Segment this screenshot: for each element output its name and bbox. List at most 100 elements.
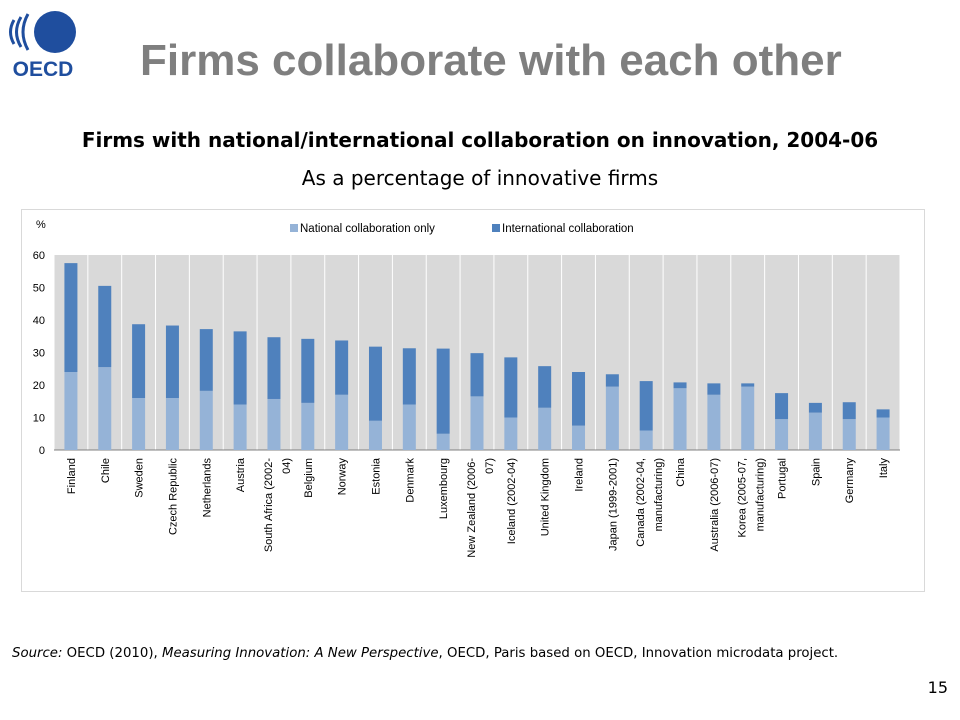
x-tick-label-line: New Zealand (2006-	[466, 458, 478, 558]
bar-national	[639, 430, 653, 450]
x-tick-label: Estonia	[370, 457, 382, 495]
x-tick-label: Italy	[878, 458, 890, 479]
x-tick-label: Ireland	[574, 458, 586, 492]
x-tick-label-line: Netherlands	[201, 458, 213, 518]
x-tick-label: Netherlands	[201, 458, 213, 518]
x-tick-label-line: manufacturing)	[653, 458, 665, 531]
x-tick-label-line: 04)	[281, 458, 293, 474]
source-note: Source: OECD (2010), Measuring Innovatio…	[12, 646, 838, 661]
x-tick-label-line: Canada (2002-04,	[635, 458, 647, 547]
bar-international	[605, 374, 619, 387]
bar-international	[233, 331, 247, 405]
legend-label-national: National collaboration only	[300, 223, 435, 235]
x-tick-label: Belgium	[303, 458, 315, 498]
source-prefix: Source:	[12, 646, 63, 661]
y-tick-label: 50	[33, 283, 45, 295]
bar-national	[436, 433, 450, 450]
bar-international	[572, 372, 586, 426]
bar-international	[842, 402, 856, 420]
source-publication: Measuring Innovation: A New Perspective	[161, 646, 439, 661]
stacked-bar-chart: 0 10 20 30 40 50 60% National collaboration onl…	[33, 219, 901, 558]
bar-international	[199, 329, 213, 391]
bar-national	[470, 396, 484, 450]
x-tick-label: Australia (2006-07)	[709, 458, 721, 552]
x-tick-label: South Africa (2002- 04)	[263, 458, 293, 553]
x-tick-label: Spain	[810, 458, 822, 486]
x-tick-label: Finland	[66, 458, 78, 494]
slide-title: Firms collaborate with each other	[140, 36, 842, 85]
x-tick-label-line: Belgium	[303, 458, 315, 498]
x-tick-label-line: Japan (1999-2001)	[607, 458, 619, 551]
x-tick-label-line: Finland	[66, 458, 78, 494]
bar-national	[538, 407, 552, 450]
bar-national	[199, 390, 213, 450]
x-tick-label-line: manufacturing)	[755, 458, 767, 531]
bar-international	[504, 357, 518, 418]
x-tick-label-line: Denmark	[404, 458, 416, 503]
logo-arc-1	[21, 13, 30, 51]
bar-national	[267, 398, 281, 450]
chart-title: Firms with national/international collab…	[81, 128, 879, 152]
x-tick-label-line: Iceland (2002-04)	[506, 458, 518, 544]
bar-international	[402, 348, 416, 405]
x-tick-label-line: Spain	[810, 458, 822, 486]
bar-international	[368, 346, 382, 421]
logo-circle	[34, 11, 76, 53]
x-tick-label: Japan (1999-2001)	[607, 458, 619, 551]
x-tick-label: Canada (2002-04, manufacturing)	[635, 458, 665, 547]
bar-international	[538, 366, 552, 408]
x-tick-label: New Zealand (2006- 07)	[466, 458, 496, 558]
bar-national	[64, 372, 78, 450]
x-tick-label: Korea (2005-07, manufacturing)	[737, 458, 767, 538]
bar-international	[132, 324, 146, 398]
chart-frame: 0 10 20 30 40 50 60% National collaboration onl…	[21, 209, 925, 592]
bar-international	[267, 337, 281, 399]
bar-national	[842, 419, 856, 450]
y-tick-label: 20	[33, 380, 45, 392]
x-tick-label: China	[675, 457, 687, 487]
bar-international	[301, 338, 315, 403]
x-tick-label: Chile	[100, 458, 112, 483]
x-tick-label-line: Korea (2005-07,	[737, 458, 749, 538]
bar-international	[436, 348, 450, 434]
y-tick-label: 40	[33, 315, 45, 327]
bar-international	[98, 285, 112, 368]
x-tick-label: Czech Republic	[167, 458, 179, 536]
x-tick-label: Iceland (2002-04)	[506, 458, 518, 544]
bar-national	[605, 386, 619, 450]
chart-subtitle: As a percentage of innovative firms	[301, 166, 659, 190]
x-tick-label: Portugal	[777, 458, 789, 499]
bar-national	[368, 420, 382, 450]
bar-international	[165, 325, 179, 398]
x-tick-label: Austria	[235, 457, 247, 492]
x-tick-label-line: Austria	[235, 457, 247, 492]
source-part2: , OECD, Paris based on OECD, Innovation …	[438, 646, 839, 661]
x-tick-label: Norway	[337, 458, 349, 496]
legend-swatch-national	[290, 224, 298, 232]
bar-national	[233, 404, 247, 450]
page-number: 15	[927, 678, 948, 697]
x-tick-label: Denmark	[404, 458, 416, 503]
bar-national	[808, 412, 822, 450]
bar-international	[741, 383, 755, 387]
legend-label-international: International collaboration	[502, 223, 634, 235]
x-tick-label-line: South Africa (2002-	[263, 458, 275, 553]
x-tick-label-line: Australia (2006-07)	[709, 458, 721, 552]
source-part1: OECD (2010),	[62, 646, 162, 661]
bar-national	[98, 367, 112, 450]
legend-swatch-international	[492, 224, 500, 232]
x-tick-label-line: Italy	[878, 458, 890, 479]
y-tick-label: 60	[33, 250, 45, 262]
bar-national	[402, 404, 416, 450]
logo-text: OECD	[13, 58, 74, 80]
bar-international	[335, 340, 349, 395]
bar-international	[876, 409, 890, 418]
y-tick-label: 10	[33, 413, 45, 425]
logo-arc-2	[15, 16, 23, 48]
bar-international	[470, 353, 484, 397]
x-tick-label: Luxembourg	[438, 458, 450, 519]
bar-national	[335, 394, 349, 450]
bar-national	[165, 398, 179, 450]
bar-national	[707, 394, 721, 450]
x-tick-label-line: 07)	[484, 458, 496, 474]
